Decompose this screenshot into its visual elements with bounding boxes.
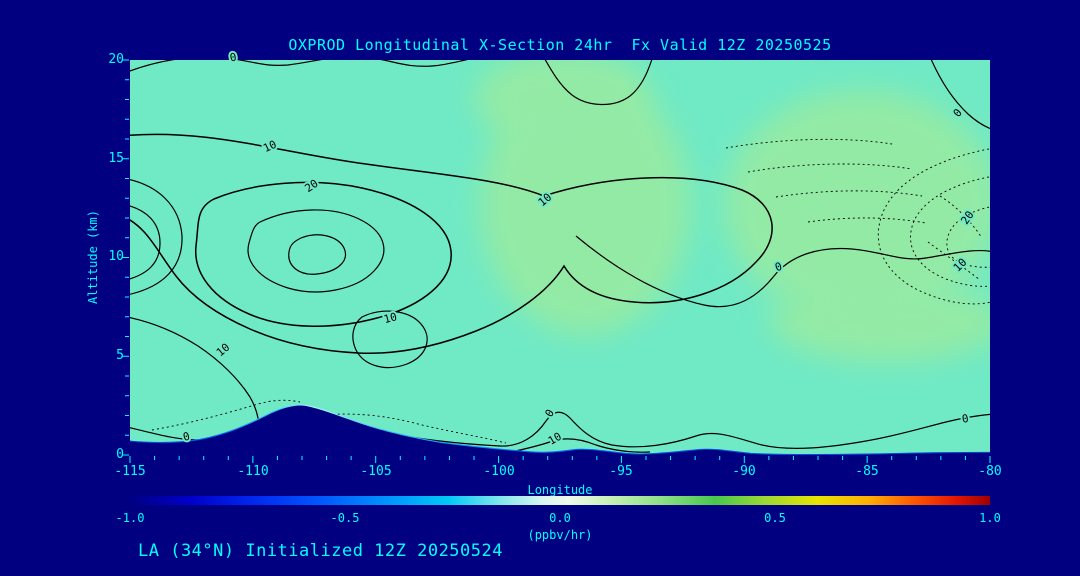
contour-line — [130, 316, 260, 439]
contour-line-negative — [946, 206, 990, 268]
contour-line — [575, 235, 990, 308]
contour-line-negative — [927, 241, 981, 281]
contour-line-negative — [877, 148, 990, 305]
colorbar-tick-label: 1.0 — [979, 511, 1001, 525]
x-tick-label: -80 — [978, 464, 1002, 479]
contour-label: 10 — [382, 310, 398, 326]
contour-line — [288, 234, 346, 275]
y-tick-label: 0 — [116, 447, 124, 462]
axis-ticks — [122, 59, 991, 463]
contour-line — [130, 179, 183, 295]
contour-line-negative — [807, 217, 927, 224]
colorbar-tick-label: -0.5 — [330, 511, 360, 525]
contour-line — [352, 310, 428, 369]
x-tick-label: -115 — [114, 464, 146, 479]
contour-line — [930, 60, 990, 130]
chart-title: OXPROD Longitudinal X-Section 24hr Fx Va… — [288, 36, 832, 54]
x-tick-label: -105 — [360, 464, 392, 479]
contour-line — [247, 209, 385, 293]
x-axis-label: Longitude — [527, 483, 593, 497]
contour-line-negative — [775, 190, 923, 198]
contour-line-negative — [747, 163, 913, 173]
x-tick-label: -85 — [855, 464, 879, 479]
x-tick-label: -90 — [732, 464, 756, 479]
contour-line — [505, 438, 651, 454]
contour-line — [544, 60, 653, 106]
y-tick-label: 15 — [108, 151, 124, 166]
contour-fill-enhanced — [474, 60, 990, 362]
colorbar — [130, 496, 990, 505]
contour-lines-dotted — [151, 138, 990, 444]
contour-lines-solid — [130, 60, 990, 454]
contour-line — [130, 133, 773, 355]
colorbar-tick-label: 0.5 — [764, 511, 786, 525]
y-tick-label: 20 — [108, 52, 124, 67]
contour-line-negative — [151, 399, 301, 431]
contour-line — [195, 181, 452, 327]
x-tick-label: -95 — [609, 464, 633, 479]
contour-line-negative — [910, 176, 990, 287]
y-tick-label: 10 — [108, 249, 124, 264]
colorbar-tick-label: -1.0 — [115, 511, 145, 525]
terrain-silhouette — [130, 405, 990, 455]
y-tick-label: 5 — [116, 348, 124, 363]
plot-area — [130, 60, 990, 455]
colorbar-units-label: (ppbv/hr) — [527, 528, 593, 542]
initialization-text: LA (34°N) Initialized 12Z 20250524 — [138, 541, 503, 561]
x-tick-label: -100 — [483, 464, 515, 479]
x-tick-label: -110 — [237, 464, 269, 479]
colorbar-tick-label: 0.0 — [549, 511, 571, 525]
contour-line — [130, 205, 161, 280]
